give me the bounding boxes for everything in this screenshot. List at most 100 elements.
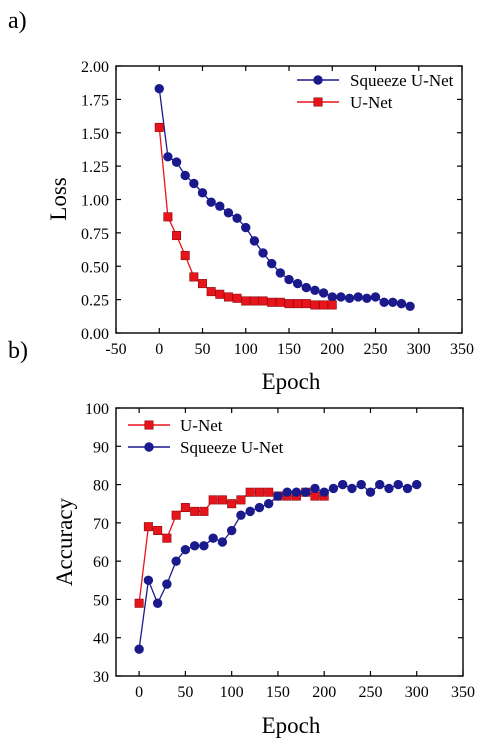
- data-point: [275, 297, 285, 307]
- y-tick-label: 1.25: [81, 159, 109, 176]
- data-point: [199, 506, 209, 516]
- y-tick-label: 0.25: [81, 293, 109, 310]
- data-point: [249, 236, 260, 246]
- data-point: [273, 491, 283, 501]
- x-tick-label: -50: [105, 341, 126, 358]
- legend-entry: Squeeze U-Net: [350, 71, 454, 90]
- plot-frame: [115, 65, 463, 334]
- data-point: [396, 298, 407, 309]
- plot-frame: [115, 407, 464, 677]
- data-point: [189, 272, 199, 282]
- data-point: [313, 97, 323, 107]
- data-point: [171, 556, 181, 566]
- data-point: [163, 152, 173, 162]
- x-tick-label: 200: [312, 684, 336, 701]
- data-point: [180, 544, 191, 555]
- x-tick-label: 100: [234, 341, 258, 358]
- data-point: [402, 483, 413, 494]
- data-point: [171, 157, 182, 167]
- series-squeeze-u-net: [134, 479, 422, 654]
- data-point: [310, 285, 320, 295]
- x-tick-label: 50: [195, 341, 211, 358]
- legend: Squeeze U-Net U-Net: [297, 71, 454, 112]
- x-tick-label: 200: [320, 341, 344, 358]
- panel-label: a): [8, 8, 27, 34]
- y-tick-label: 1.00: [81, 193, 109, 210]
- x-tick-label: 100: [220, 684, 244, 701]
- data-point: [189, 178, 199, 189]
- data-point: [199, 541, 209, 551]
- data-point: [236, 495, 246, 505]
- data-point: [263, 499, 274, 509]
- x-axis-title: Epoch: [262, 369, 321, 394]
- data-point: [215, 201, 225, 211]
- data-point: [154, 122, 164, 132]
- data-point: [180, 503, 190, 513]
- y-tick-label: 2.00: [81, 59, 109, 76]
- data-point: [223, 292, 233, 302]
- series-line: [158, 127, 333, 306]
- y-tick-label: 30: [93, 669, 109, 686]
- data-point: [282, 487, 292, 497]
- data-point: [319, 487, 329, 497]
- data-point: [310, 300, 320, 310]
- data-point: [198, 279, 208, 289]
- data-point: [347, 483, 357, 494]
- x-tick-label: 150: [266, 684, 290, 701]
- data-point: [310, 483, 320, 494]
- data-point: [258, 248, 268, 258]
- data-point: [144, 442, 154, 452]
- data-point: [143, 575, 154, 585]
- data-point: [379, 297, 389, 307]
- data-point: [292, 278, 303, 289]
- data-point: [384, 483, 394, 494]
- data-point: [291, 487, 302, 497]
- data-point: [393, 479, 403, 490]
- series-u-net: [154, 122, 337, 310]
- data-point: [241, 296, 251, 306]
- y-tick-label: 100: [85, 401, 109, 418]
- data-point: [172, 231, 182, 241]
- data-point: [300, 487, 311, 497]
- data-point: [226, 525, 237, 536]
- data-point: [318, 288, 329, 298]
- data-point: [258, 296, 268, 306]
- data-point: [264, 487, 274, 497]
- data-point: [143, 522, 153, 532]
- data-point: [232, 293, 242, 303]
- data-point: [353, 292, 363, 302]
- y-tick-label: 90: [93, 439, 109, 456]
- data-point: [223, 208, 234, 218]
- data-point: [338, 479, 348, 490]
- data-point: [301, 299, 311, 309]
- y-tick-label: 1.50: [81, 126, 109, 143]
- x-tick-label: 350: [451, 684, 475, 701]
- data-point: [197, 188, 208, 198]
- data-point: [267, 258, 277, 269]
- series-line: [138, 483, 417, 650]
- data-point: [208, 495, 218, 505]
- data-point: [336, 292, 346, 302]
- data-point: [171, 510, 181, 520]
- data-point: [405, 301, 415, 311]
- data-point: [267, 297, 277, 307]
- data-point: [356, 479, 366, 490]
- x-tick-label: 0: [135, 684, 143, 701]
- data-point: [154, 83, 164, 94]
- data-point: [152, 598, 163, 608]
- y-axis-title: Loss: [46, 177, 71, 221]
- data-point: [134, 598, 144, 608]
- data-point: [344, 293, 355, 303]
- data-point: [245, 487, 255, 497]
- panel-label: b): [8, 338, 28, 364]
- data-point: [163, 212, 173, 222]
- data-point: [370, 292, 381, 302]
- data-point: [190, 506, 200, 516]
- data-point: [232, 213, 242, 223]
- data-point: [284, 274, 294, 285]
- data-point: [327, 300, 337, 310]
- legend-entry: U-Net: [180, 416, 223, 435]
- data-point: [254, 487, 264, 497]
- y-tick-label: 50: [93, 592, 109, 609]
